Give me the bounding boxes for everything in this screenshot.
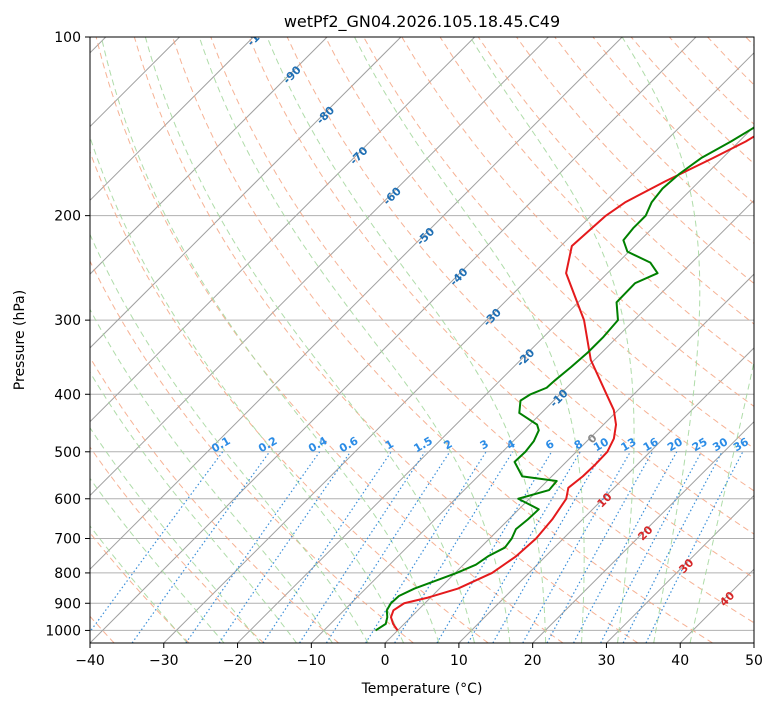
- mixing-ratio-line: [645, 451, 744, 643]
- isotherm-line: [90, 37, 402, 349]
- moist-adiabat-line: [90, 135, 405, 643]
- y-tick-label: 900: [54, 596, 81, 612]
- moist-adiabat-line: [354, 37, 585, 643]
- mixing-ratio-line: [131, 451, 271, 643]
- isotherm-line: [606, 494, 754, 643]
- moist-adiabat-line: [90, 426, 261, 643]
- dry-adiabat-line: [248, 37, 754, 579]
- x-tick-label: 20: [524, 653, 542, 669]
- isotherm-line: [163, 52, 754, 643]
- chart-title: wetPf2_GN04.2026.105.18.45.C49: [284, 12, 560, 32]
- mixing-ratio-line: [394, 451, 514, 643]
- isotherm-label: -100: [245, 20, 274, 49]
- x-axis-ticks: −40 −30 −20 −10 0 10 20 30 40 50: [75, 643, 763, 669]
- dry-adiabat-line: [172, 37, 713, 643]
- moist-adiabat-line: [90, 233, 369, 643]
- dry-adiabat-line: [286, 37, 754, 535]
- y-tick-label: 200: [54, 209, 81, 225]
- moist-adiabat-line: [90, 308, 333, 643]
- x-tick-label: 40: [671, 653, 689, 669]
- temperature-line: [389, 135, 754, 632]
- x-tick-label: −40: [75, 653, 105, 669]
- mixing-ratio-line: [436, 451, 553, 643]
- mixing-ratio-line: [365, 451, 487, 643]
- y-tick-label: 1000: [45, 623, 81, 639]
- y-tick-label: 700: [54, 532, 81, 548]
- mixing-ratio-lines: [90, 451, 744, 643]
- x-tick-label: 10: [450, 653, 468, 669]
- mixing-ratio-line: [522, 451, 631, 643]
- x-tick-label: 0: [381, 653, 390, 669]
- x-tick-label: 50: [745, 653, 763, 669]
- mixing-ratio-line: [90, 451, 224, 633]
- moist-adiabat-line: [198, 37, 511, 643]
- isotherm-line: [237, 125, 754, 643]
- isotherm-line: [384, 273, 754, 643]
- y-tick-label: 300: [54, 313, 81, 329]
- isotherm-line: [90, 37, 328, 275]
- pressure-gridlines: [90, 37, 754, 631]
- x-axis-title: Temperature (°C): [361, 681, 483, 697]
- isotherm-line: [90, 37, 476, 423]
- moist-adiabat-line: [90, 477, 225, 643]
- moist-adiabat-line: [266, 37, 547, 643]
- mixing-ratio-line: [299, 451, 426, 643]
- x-tick-label: −10: [297, 653, 327, 669]
- plot-frame: [89, 36, 755, 644]
- moist-adiabat-line: [621, 37, 701, 643]
- dry-adiabat-line: [90, 446, 265, 643]
- dry-adiabat-line: [90, 259, 414, 643]
- moist-adiabats: [90, 37, 754, 643]
- moist-adiabat-line: [100, 37, 440, 643]
- y-axis-title: Pressure (hPa): [12, 290, 28, 390]
- mixing-ratio-line: [573, 451, 678, 643]
- dry-adiabats: [90, 37, 754, 643]
- moist-adiabat-line: [144, 37, 475, 643]
- isotherm-line: [90, 37, 623, 570]
- dry-adiabat-line: [210, 37, 754, 624]
- dry-adiabat-line: [133, 37, 639, 643]
- x-tick-label: 30: [598, 653, 616, 669]
- mixing-ratio-line: [185, 451, 321, 643]
- isotherm-line: [90, 37, 254, 202]
- mixing-ratio-line: [325, 451, 451, 643]
- isotherm-line: [90, 37, 697, 643]
- x-tick-label: −20: [223, 653, 253, 669]
- dry-adiabat-line: [516, 37, 754, 285]
- dewpoint-line: [375, 126, 754, 632]
- mixing-ratio-line: [600, 451, 703, 643]
- y-tick-label: 800: [54, 566, 81, 582]
- dry-adiabat-line: [477, 37, 754, 325]
- moist-adiabat-line: [90, 371, 297, 643]
- y-tick-label: 600: [54, 492, 81, 508]
- moist-adiabat-line: [90, 525, 188, 643]
- mixing-ratio-line: [262, 451, 392, 643]
- dry-adiabat-line: [90, 356, 339, 643]
- dry-adiabat-line: [95, 37, 564, 643]
- moist-adiabat-line: [689, 359, 754, 643]
- dry-adiabat-line: [324, 37, 754, 492]
- isotherm-line: [90, 37, 549, 497]
- x-tick-label: −30: [149, 653, 179, 669]
- isotherm-line: [532, 420, 754, 643]
- profile-series: [375, 126, 754, 632]
- y-tick-label: 100: [54, 30, 81, 46]
- isotherm-line: [458, 347, 754, 643]
- mixing-ratio-line: [218, 451, 352, 643]
- y-tick-label: 400: [54, 387, 81, 403]
- mixing-ratio-line: [546, 451, 654, 643]
- isotherms: [90, 37, 754, 643]
- y-axis-ticks: 100 200 300 400 500 600 700 800 900 1000: [45, 30, 90, 639]
- y-tick-label: 500: [54, 445, 81, 461]
